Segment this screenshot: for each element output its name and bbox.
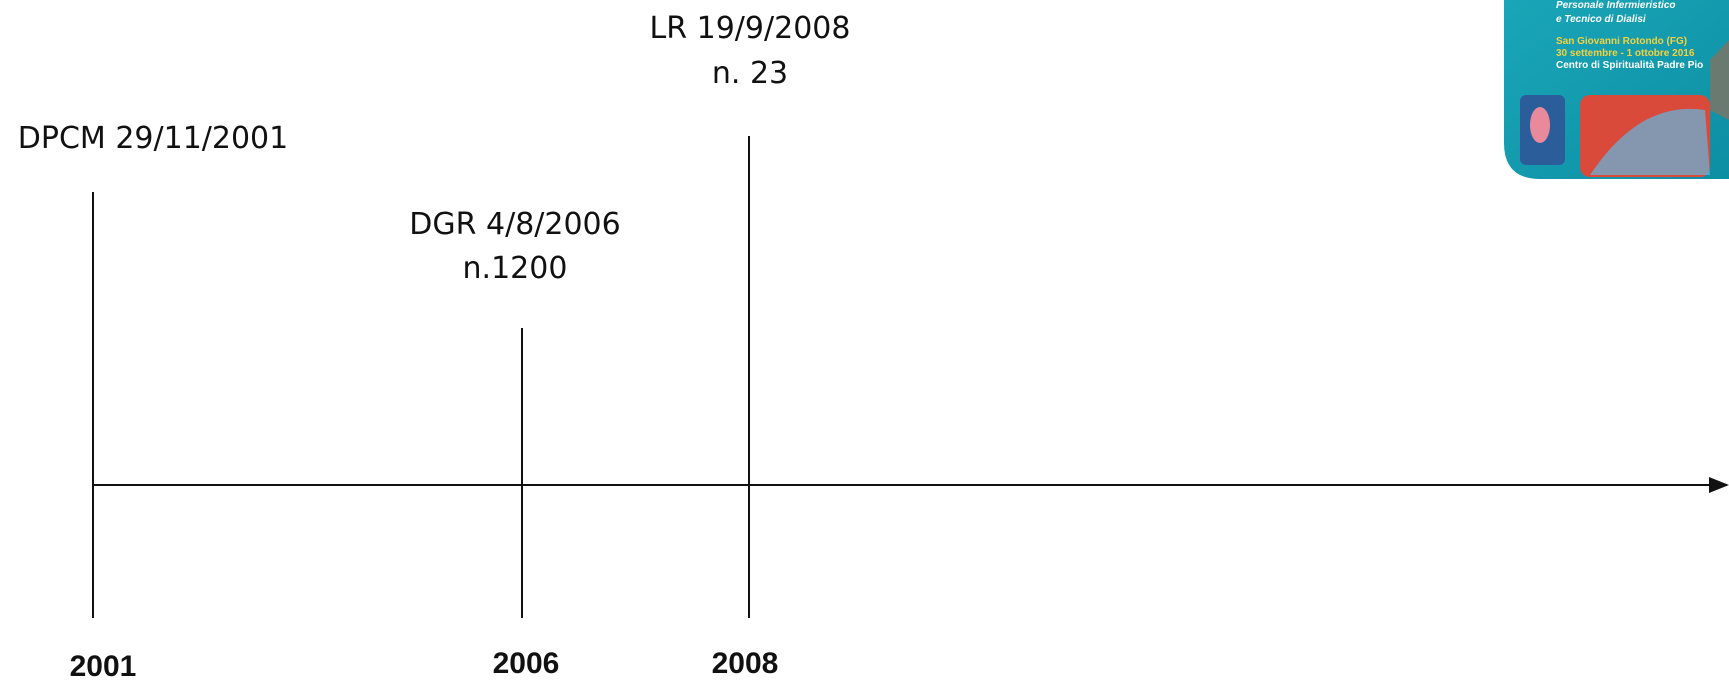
logo: Personale Infermieristico e Tecnico di D…	[1504, 0, 1729, 179]
timeline-diagram: Personale Infermieristico e Tecnico di D…	[0, 0, 1729, 680]
event-label: DPCM 29/11/2001	[18, 121, 288, 156]
event-label: LR 19/9/2008	[650, 11, 851, 46]
year-label: 2001	[70, 650, 137, 680]
logo-text: Personale Infermieristico	[1556, 0, 1676, 11]
logo-text: Centro di Spiritualità Padre Pio	[1556, 60, 1703, 71]
logo-text: 30 settembre - 1 ottobre 2016	[1556, 48, 1695, 59]
page: Personale Infermieristico e Tecnico di D…	[0, 0, 1729, 680]
year-label: 2008	[712, 647, 779, 680]
event-label: n. 23	[712, 56, 788, 91]
year-label: 2006	[493, 647, 560, 680]
event-label: DGR 4/8/2006	[409, 207, 620, 242]
event-label: n.1200	[463, 251, 568, 286]
logo-text: San Giovanni Rotondo (FG)	[1556, 36, 1687, 47]
logo-text: e Tecnico di Dialisi	[1556, 14, 1646, 25]
logo-image	[1530, 107, 1550, 143]
